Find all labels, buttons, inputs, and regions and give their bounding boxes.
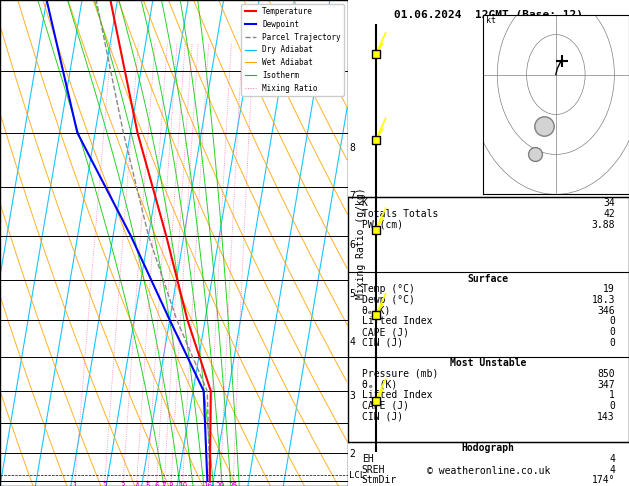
Text: 5: 5: [145, 482, 150, 486]
Legend: Temperature, Dewpoint, Parcel Trajectory, Dry Adiabat, Wet Adiabat, Isotherm, Mi: Temperature, Dewpoint, Parcel Trajectory…: [242, 4, 344, 96]
Text: 25: 25: [228, 482, 238, 486]
Text: Lifted Index: Lifted Index: [362, 316, 432, 327]
Text: Pressure (mb): Pressure (mb): [362, 369, 438, 379]
Text: 7: 7: [349, 191, 355, 201]
Text: StmDir: StmDir: [362, 475, 397, 486]
Text: 16: 16: [203, 482, 213, 486]
Text: 3: 3: [349, 391, 355, 400]
Text: CAPE (J): CAPE (J): [362, 401, 409, 411]
Text: K: K: [362, 198, 367, 208]
Text: 174°: 174°: [591, 475, 615, 486]
Text: Surface: Surface: [468, 274, 509, 284]
Text: 346: 346: [598, 306, 615, 316]
Text: PW (cm): PW (cm): [362, 220, 403, 230]
Text: 4: 4: [609, 454, 615, 464]
Text: EH: EH: [362, 454, 374, 464]
Text: Lifted Index: Lifted Index: [362, 390, 432, 400]
Text: © weatheronline.co.uk: © weatheronline.co.uk: [426, 466, 550, 476]
Text: kt: kt: [486, 16, 496, 25]
Text: 2: 2: [103, 482, 107, 486]
Text: 6: 6: [349, 240, 355, 250]
Text: Mixing Ratio (g/kg): Mixing Ratio (g/kg): [356, 187, 366, 299]
Text: 4: 4: [609, 465, 615, 475]
Text: 4: 4: [349, 337, 355, 347]
Text: 19: 19: [603, 284, 615, 295]
Text: 2: 2: [349, 449, 355, 459]
Text: LCL: LCL: [349, 470, 365, 480]
Text: θₑ(K): θₑ(K): [362, 306, 391, 316]
Text: 10: 10: [178, 482, 187, 486]
Text: 0: 0: [609, 338, 615, 348]
Text: 0: 0: [609, 401, 615, 411]
Text: 01.06.2024  12GMT (Base: 12): 01.06.2024 12GMT (Base: 12): [394, 10, 583, 20]
Text: SREH: SREH: [362, 465, 385, 475]
Text: 7: 7: [162, 482, 167, 486]
Text: 5: 5: [349, 289, 355, 299]
Text: Totals Totals: Totals Totals: [362, 209, 438, 219]
Text: CIN (J): CIN (J): [362, 412, 403, 422]
Text: 3.88: 3.88: [591, 220, 615, 230]
Text: 18.3: 18.3: [591, 295, 615, 305]
Text: 0: 0: [609, 316, 615, 327]
Text: 42: 42: [603, 209, 615, 219]
Text: CIN (J): CIN (J): [362, 338, 403, 348]
Text: 34: 34: [603, 198, 615, 208]
Text: 143: 143: [598, 412, 615, 422]
Text: 850: 850: [598, 369, 615, 379]
Text: 6: 6: [154, 482, 159, 486]
Text: θₑ (K): θₑ (K): [362, 380, 397, 390]
Text: 4: 4: [135, 482, 139, 486]
Text: 0: 0: [609, 327, 615, 337]
Text: CAPE (J): CAPE (J): [362, 327, 409, 337]
Text: Temp (°C): Temp (°C): [362, 284, 415, 295]
Text: 1: 1: [609, 390, 615, 400]
Text: Most Unstable: Most Unstable: [450, 358, 526, 368]
Text: 3: 3: [121, 482, 125, 486]
Text: 20: 20: [216, 482, 225, 486]
Text: 8: 8: [169, 482, 174, 486]
Text: 8: 8: [349, 142, 355, 153]
Text: 1: 1: [72, 482, 77, 486]
Text: 347: 347: [598, 380, 615, 390]
Text: Dewp (°C): Dewp (°C): [362, 295, 415, 305]
Text: Hodograph: Hodograph: [462, 443, 515, 453]
